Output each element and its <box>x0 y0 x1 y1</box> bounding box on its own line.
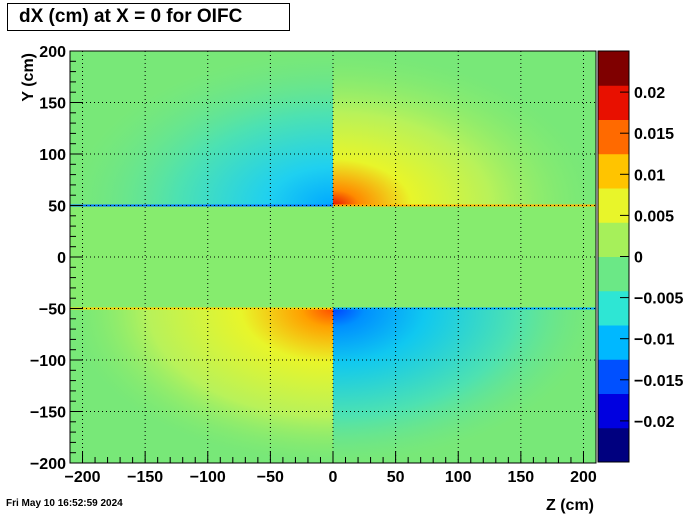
palette-tick-label: 0.005 <box>634 208 674 225</box>
x-tick-label: 200 <box>570 469 597 486</box>
y-tick-label: 100 <box>39 147 66 164</box>
plot-grid <box>70 50 596 464</box>
palette-swatch <box>598 222 629 257</box>
datestamp: Fri May 10 16:52:59 2024 <box>6 498 123 509</box>
x-tick-label: 150 <box>508 469 535 486</box>
field-upper-right-lobe <box>333 51 596 206</box>
palette-tick-label: 0 <box>634 250 643 267</box>
x-tick-label: 50 <box>387 469 405 486</box>
field-upper-left-lobe <box>70 51 333 206</box>
y-tick-label: −50 <box>39 302 66 319</box>
palette-swatch <box>598 153 629 189</box>
palette-swatch <box>598 119 629 155</box>
y-tick-label: 50 <box>48 199 66 216</box>
y-tick-label: 200 <box>39 44 66 61</box>
x-tick-label: −100 <box>190 469 226 486</box>
x-tick-label: 100 <box>445 469 472 486</box>
y-tick-label: −100 <box>30 353 66 370</box>
field-lower-right-lobe <box>333 308 596 463</box>
palette-tick-label: 0.01 <box>634 167 665 184</box>
heatmap-field <box>70 51 596 463</box>
palette-swatch <box>598 51 629 86</box>
y-tick-label: −150 <box>30 405 66 422</box>
palette-tick-label: −0.005 <box>634 291 683 308</box>
palette-tick-label: −0.01 <box>634 332 675 349</box>
chart-title: dX (cm) at X = 0 for OIFC <box>7 3 290 31</box>
y-tick-label: −200 <box>30 456 66 473</box>
color-palette: 0.02 0.015 0.01 0.005 0 −0.005 −0.01 −0.015 −0.0… <box>597 50 683 463</box>
palette-tick-label: 0.015 <box>634 126 674 143</box>
x-tick-label: −200 <box>65 469 101 486</box>
y-tick-label: 0 <box>57 250 66 267</box>
palette-tick-label: 0.02 <box>634 85 665 102</box>
x-axis-title: Z (cm) <box>546 497 594 514</box>
palette-swatch <box>598 359 629 394</box>
y-axis-title: Y (cm) <box>20 53 37 102</box>
palette-swatch <box>598 325 629 360</box>
x-tick-label: −50 <box>257 469 284 486</box>
palette-swatch <box>598 290 629 326</box>
x-tick-label: 0 <box>329 469 338 486</box>
y-tick-label: 150 <box>39 96 66 113</box>
palette-swatch <box>598 256 629 292</box>
field-lower-left-lobe <box>70 308 333 463</box>
palette-tick-label: −0.02 <box>634 414 675 431</box>
plot-axes: −200 −150 −100 −50 0 50 100 150 200 −200 −150 −100 −… <box>30 44 597 486</box>
palette-swatch <box>598 427 629 463</box>
palette-tick-label: −0.015 <box>634 373 683 390</box>
palette-swatch <box>598 188 629 223</box>
palette-swatch <box>598 85 629 120</box>
x-tick-label: −150 <box>127 469 163 486</box>
palette-swatch <box>598 393 629 429</box>
